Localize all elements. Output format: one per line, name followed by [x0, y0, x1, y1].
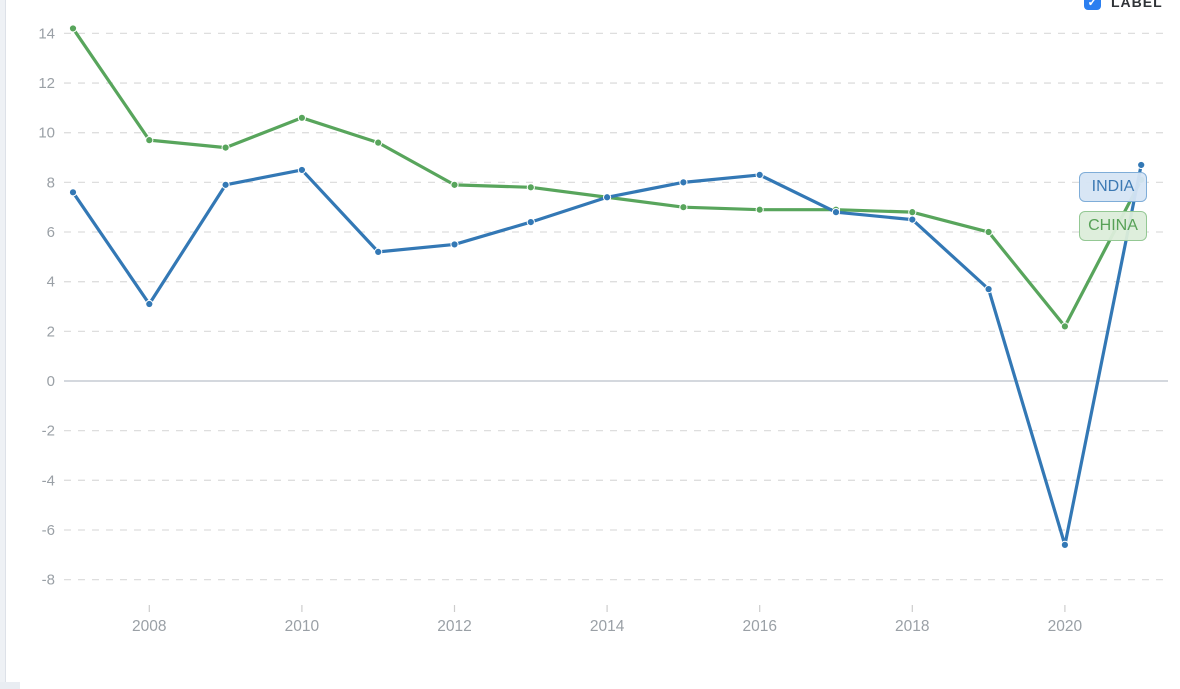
page-left-edge	[0, 0, 6, 689]
y-axis-tick-label: 4	[47, 274, 55, 291]
series-point-india[interactable]	[755, 170, 764, 180]
series-point-china[interactable]	[374, 138, 383, 147]
series-point-india[interactable]	[984, 285, 993, 294]
series-point-china[interactable]	[526, 183, 535, 192]
x-axis-tick-label: 2018	[895, 618, 929, 635]
series-point-china[interactable]	[1060, 322, 1070, 331]
x-axis-tick-label: 2016	[742, 618, 776, 635]
y-axis-tick-label: 8	[47, 174, 55, 191]
series-point-india[interactable]	[679, 178, 688, 187]
legend-india[interactable]: INDIA	[1079, 172, 1147, 202]
y-axis-tick-label: -2	[42, 423, 55, 440]
page-corner-block	[0, 682, 20, 689]
series-point-india[interactable]	[831, 208, 841, 217]
y-axis-tick-label: 10	[38, 125, 55, 142]
series-point-china[interactable]	[297, 113, 306, 122]
series-point-india[interactable]	[374, 247, 383, 256]
series-point-india[interactable]	[526, 217, 535, 227]
series-point-india[interactable]	[145, 299, 154, 309]
x-axis-tick-label: 2012	[437, 618, 471, 635]
series-point-china[interactable]	[450, 180, 459, 189]
series-point-india[interactable]	[221, 180, 230, 189]
series-point-china[interactable]	[145, 136, 154, 145]
series-point-india[interactable]	[1137, 160, 1146, 170]
y-axis-tick-label: -6	[42, 522, 55, 539]
x-axis-tick-label: 2014	[590, 618, 625, 635]
series-point-india[interactable]	[1060, 540, 1070, 549]
label-toggle-text[interactable]: LABEL	[1111, 0, 1163, 10]
y-axis-tick-label: -4	[42, 472, 55, 489]
series-point-india[interactable]	[908, 215, 917, 224]
series-point-china[interactable]	[755, 205, 764, 214]
legend-india-label: INDIA	[1091, 178, 1135, 195]
x-axis-tick-label: 2008	[132, 618, 166, 635]
x-axis-tick-label: 2020	[1048, 618, 1083, 635]
x-axis-tick-label: 2010	[285, 618, 320, 635]
y-axis-tick-label: 14	[38, 25, 55, 42]
y-axis-tick-label: 12	[38, 75, 55, 92]
y-axis-tick-label: 6	[47, 224, 55, 241]
checkbox-checked-icon[interactable]: ✓	[1084, 0, 1101, 10]
series-point-india[interactable]	[450, 240, 459, 249]
series-point-china[interactable]	[221, 143, 230, 152]
series-point-india[interactable]	[68, 188, 78, 197]
y-axis-tick-label: -8	[42, 572, 55, 589]
y-axis-tick-label: 0	[47, 373, 55, 390]
series-point-china[interactable]	[984, 227, 993, 237]
legend-china[interactable]: CHINA	[1079, 211, 1147, 241]
y-axis-tick-label: 2	[47, 323, 55, 340]
series-point-india[interactable]	[603, 193, 612, 202]
series-point-china[interactable]	[679, 203, 688, 212]
label-toggle[interactable]: ✓ LABEL	[1084, 0, 1163, 10]
series-point-china[interactable]	[68, 24, 78, 33]
legend-china-label: CHINA	[1088, 217, 1138, 234]
series-line-india	[71, 163, 1143, 547]
series-point-india[interactable]	[297, 165, 306, 175]
series-point-china[interactable]	[908, 208, 917, 217]
